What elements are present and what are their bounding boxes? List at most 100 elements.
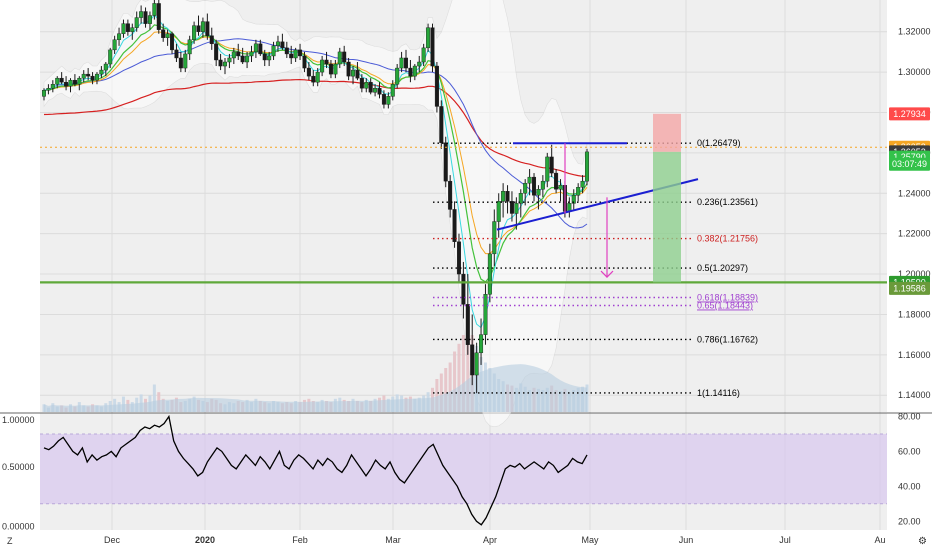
candle-body[interactable] <box>209 35 214 45</box>
candle-body[interactable] <box>59 77 64 83</box>
candle-body[interactable] <box>576 187 581 196</box>
candle-body[interactable] <box>448 180 453 210</box>
candle-body[interactable] <box>90 75 95 81</box>
candle-body[interactable] <box>240 55 245 63</box>
candle-body[interactable] <box>399 57 404 69</box>
candle-body[interactable] <box>443 142 448 182</box>
candle-body[interactable] <box>465 304 470 345</box>
candle-body[interactable] <box>275 41 280 47</box>
candle-body[interactable] <box>461 273 466 305</box>
candle-body[interactable] <box>81 73 86 79</box>
candle-body[interactable] <box>72 79 77 85</box>
candle-body[interactable] <box>218 59 223 67</box>
candle-body[interactable] <box>381 94 386 105</box>
candle-body[interactable] <box>333 63 338 75</box>
candle-body[interactable] <box>183 53 188 69</box>
candle-body[interactable] <box>487 253 492 295</box>
candle-body[interactable] <box>514 203 519 214</box>
candle-body[interactable] <box>377 88 382 95</box>
candle-body[interactable] <box>258 43 263 55</box>
candle-body[interactable] <box>174 49 179 59</box>
candle-body[interactable] <box>236 51 241 57</box>
candle-body[interactable] <box>426 27 431 49</box>
candle-body[interactable] <box>342 51 347 63</box>
candle-body[interactable] <box>346 61 351 77</box>
candle-body[interactable] <box>231 51 236 59</box>
candle-body[interactable] <box>298 49 303 57</box>
candle-body[interactable] <box>178 57 183 69</box>
candle-body[interactable] <box>585 151 590 182</box>
candle-body[interactable] <box>42 90 47 97</box>
candle-body[interactable] <box>408 67 413 77</box>
candle-body[interactable] <box>496 201 501 222</box>
candle-body[interactable] <box>125 23 130 32</box>
candle-body[interactable] <box>417 61 422 67</box>
candle-body[interactable] <box>430 27 435 67</box>
candle-body[interactable] <box>170 33 175 51</box>
candle-body[interactable] <box>245 55 250 63</box>
candle-body[interactable] <box>284 47 289 55</box>
candle-body[interactable] <box>549 156 554 174</box>
candle-body[interactable] <box>130 27 135 32</box>
candle-body[interactable] <box>412 65 417 77</box>
candle-body[interactable] <box>267 55 272 61</box>
candle-body[interactable] <box>152 3 157 16</box>
candle-body[interactable] <box>86 73 91 77</box>
candle-body[interactable] <box>580 180 585 188</box>
candle-body[interactable] <box>222 61 227 67</box>
candle-body[interactable] <box>289 53 294 59</box>
candle-body[interactable] <box>249 51 254 57</box>
candle-body[interactable] <box>421 47 426 63</box>
candle-body[interactable] <box>359 77 364 89</box>
time-axis-area[interactable] <box>0 530 932 550</box>
candle-body[interactable] <box>540 180 545 190</box>
candle-body[interactable] <box>64 81 69 87</box>
candle-body[interactable] <box>311 75 316 83</box>
candle-body[interactable] <box>214 43 219 61</box>
candle-body[interactable] <box>434 65 439 107</box>
candle-body[interactable] <box>501 191 506 202</box>
candle-body[interactable] <box>156 3 161 30</box>
candle-body[interactable] <box>324 59 329 65</box>
candle-body[interactable] <box>386 96 391 105</box>
candle-body[interactable] <box>523 182 528 194</box>
candle-body[interactable] <box>373 88 378 93</box>
candle-body[interactable] <box>558 184 563 190</box>
candle-body[interactable] <box>302 55 307 69</box>
candle-body[interactable] <box>68 79 73 87</box>
candle-body[interactable] <box>554 172 559 190</box>
candle-body[interactable] <box>470 344 475 376</box>
candle-body[interactable] <box>196 25 201 32</box>
candle-body[interactable] <box>200 21 205 32</box>
candle-body[interactable] <box>306 67 311 77</box>
candle-body[interactable] <box>518 193 523 204</box>
candle-body[interactable] <box>77 77 82 85</box>
candle-body[interactable] <box>439 106 444 143</box>
candle-body[interactable] <box>571 195 576 204</box>
candle-body[interactable] <box>351 69 356 77</box>
candle-body[interactable] <box>293 49 298 59</box>
candle-body[interactable] <box>55 77 60 85</box>
candle-body[interactable] <box>192 25 197 40</box>
candle-body[interactable] <box>527 176 532 184</box>
candle-body[interactable] <box>315 71 320 83</box>
zoom-reset-icon[interactable]: Z <box>7 536 13 546</box>
candle-body[interactable] <box>452 209 457 242</box>
candle-body[interactable] <box>161 29 166 38</box>
candle-body[interactable] <box>187 39 192 55</box>
candle-body[interactable] <box>94 73 99 81</box>
candle-body[interactable] <box>103 63 108 71</box>
candle-body[interactable] <box>395 67 400 85</box>
candle-body[interactable] <box>545 156 550 182</box>
candle-body[interactable] <box>404 57 409 69</box>
candle-body[interactable] <box>536 189 541 196</box>
candle-body[interactable] <box>50 84 55 89</box>
candle-body[interactable] <box>456 241 461 275</box>
candle-body[interactable] <box>492 221 497 255</box>
candle-body[interactable] <box>280 41 285 49</box>
candle-body[interactable] <box>139 11 144 18</box>
candle-body[interactable] <box>532 176 537 196</box>
candle-body[interactable] <box>227 57 232 63</box>
